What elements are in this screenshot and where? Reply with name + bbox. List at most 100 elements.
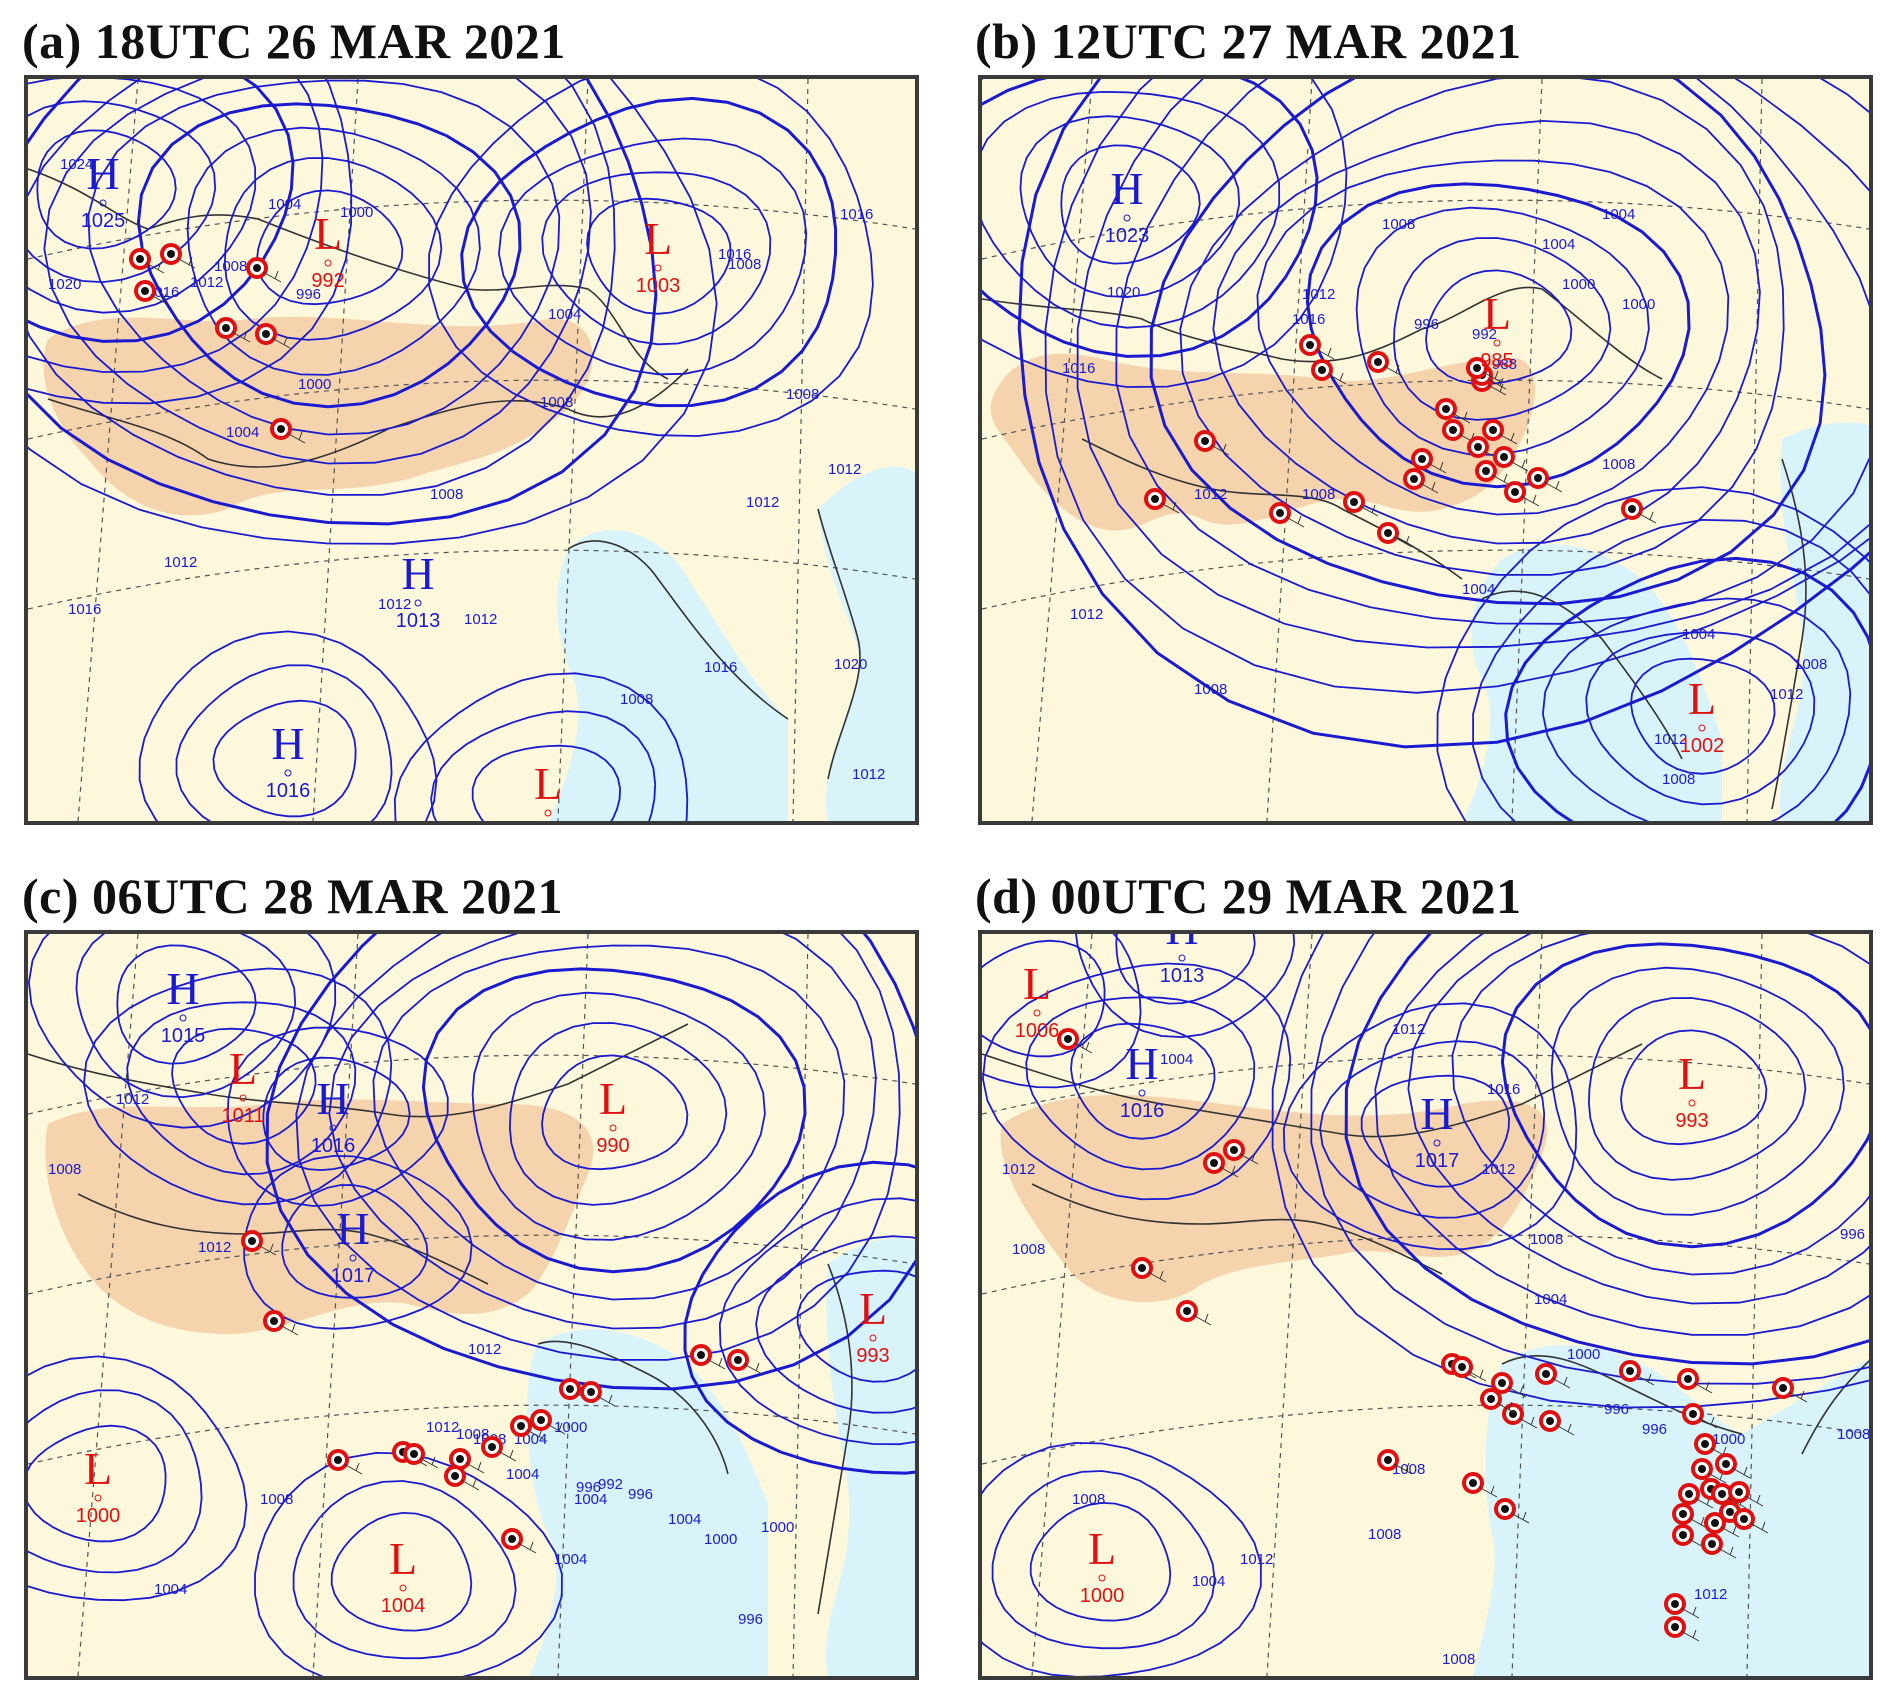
- isobar-line: [1271, 934, 1869, 1409]
- center-marker: [1698, 724, 1706, 732]
- wind-barb: [517, 1541, 537, 1554]
- isobar-line: [460, 96, 838, 408]
- station-dot: [248, 1237, 256, 1245]
- station-dot: [1418, 455, 1426, 463]
- isobar-label: 1004: [226, 424, 259, 441]
- isobar-label: 1004: [1462, 581, 1495, 598]
- isobar-label: 1012: [198, 1239, 231, 1256]
- isobar-line: [28, 79, 718, 545]
- isobar-line: [28, 1424, 167, 1543]
- observation-stations: [241, 1230, 763, 1554]
- station-dot: [262, 330, 270, 338]
- dust-region: [990, 353, 1536, 531]
- station-dot: [1679, 1531, 1687, 1539]
- isobar-label: 1012: [116, 1091, 149, 1108]
- isobar-label: 1008: [1794, 656, 1827, 673]
- station-dot: [277, 425, 285, 433]
- isobar-line: [28, 100, 217, 284]
- longitude-line: [77, 79, 139, 821]
- low-pressure-symbol: L: [1088, 1523, 1116, 1574]
- wind-barb: [1219, 1165, 1239, 1178]
- wind-barb: [1419, 481, 1439, 494]
- isobar-label: 1004: [548, 306, 581, 323]
- isobar-label: 1020: [1107, 284, 1140, 301]
- map-canvas: 1020 1016 1016 1012 1008 1004 1000 996 992 988 100…: [982, 79, 1869, 821]
- isobar-label: 1008: [1392, 1461, 1425, 1478]
- station-dot: [141, 287, 149, 295]
- isobar-line: [265, 934, 915, 1391]
- isobar-label: 1008: [540, 394, 573, 411]
- center-pressure-value: 1010: [526, 820, 571, 821]
- center-marker: [1433, 1139, 1441, 1147]
- wind-barb: [706, 1357, 726, 1370]
- high-pressure-symbol: H: [336, 1203, 369, 1254]
- dust-region: [43, 316, 593, 516]
- isobar-line: [262, 1056, 411, 1172]
- isobar-line: [1076, 79, 1869, 649]
- isobar-label: 1020: [48, 276, 81, 293]
- center-marker: [869, 1334, 877, 1342]
- isobar-label: 996: [1604, 1401, 1629, 1418]
- latitude-line: [982, 199, 1869, 260]
- isobar-line: [372, 944, 846, 1301]
- coastline: [1031, 1183, 1443, 1275]
- sea-area: [1472, 1345, 1869, 1676]
- weather-map-b: 1020 1016 1016 1012 1008 1004 1000 996 992 988 100…: [978, 75, 1873, 825]
- wind-barb: [176, 256, 196, 269]
- isobar-label: 1016: [840, 206, 873, 223]
- isobar-line: [1319, 1040, 1546, 1219]
- isobar-line: [982, 962, 1292, 1201]
- isobar-label: 996: [1642, 1421, 1667, 1438]
- isobar-label: 992: [598, 1476, 623, 1493]
- isobar-label: 1012: [1694, 1586, 1727, 1603]
- low-pressure-symbol: L: [644, 213, 672, 264]
- center-pressure-value: 1003: [636, 275, 681, 297]
- isobar-line: [1436, 486, 1869, 821]
- isobar-label: 1008: [1530, 1231, 1563, 1248]
- isobar-label: 1008: [1602, 456, 1635, 473]
- isobar-label: 1012: [828, 461, 861, 478]
- longitude-line: [792, 79, 809, 821]
- wind-barb: [1693, 1381, 1713, 1394]
- isobar-line: [1360, 1074, 1511, 1188]
- wind-barb: [262, 270, 282, 283]
- isobar-label: 1008: [1072, 1491, 1105, 1508]
- coastline: [1501, 1355, 1743, 1435]
- isobar-label: 1004: [268, 196, 301, 213]
- sea-area: [549, 466, 915, 821]
- station-dot: [270, 1317, 278, 1325]
- isobar-line: [28, 79, 353, 405]
- center-marker: [399, 1584, 407, 1592]
- latitude-line: [28, 199, 915, 260]
- station-dot: [1230, 1146, 1238, 1154]
- station-dot: [537, 1416, 545, 1424]
- isobar-line: [1585, 631, 1816, 806]
- wind-barb: [1496, 1401, 1516, 1414]
- isobar-label: 1012: [468, 1341, 501, 1358]
- wind-barb: [1192, 1313, 1212, 1326]
- longitude-line: [1746, 934, 1763, 1676]
- isobar-label: 1008: [48, 1161, 81, 1178]
- pressure-centers: H 1023 L 985 L 1002: [1105, 163, 1725, 757]
- isobar-label: 1012: [1302, 286, 1335, 303]
- latitude-line: [982, 1404, 1869, 1465]
- isobar-line: [471, 744, 622, 821]
- latitude-line: [28, 1404, 915, 1465]
- isobar-label: 1008: [1837, 1426, 1869, 1443]
- wind-barb: [1731, 1466, 1751, 1479]
- isobar-line: [982, 90, 1281, 329]
- isobar-labels: 1020 1016 1016 1012 1008 1004 1000 996 992 988 100…: [1062, 206, 1827, 788]
- wind-barb: [1467, 1369, 1487, 1382]
- isobar-line: [1025, 996, 1256, 1171]
- station-dot: [1473, 364, 1481, 372]
- wind-barb: [1680, 1606, 1700, 1619]
- wind-barb: [150, 293, 170, 306]
- isobar-label: 1012: [1002, 1161, 1035, 1178]
- isobar-label: 996: [738, 1611, 763, 1628]
- weather-map-a: 1024 1020 1016 1012 1008 1004 1000 996 1000 1004 1…: [24, 75, 919, 825]
- station-dot: [1718, 1490, 1726, 1498]
- center-marker: [544, 809, 552, 817]
- station-dot: [1685, 1490, 1693, 1498]
- isobar-line: [36, 129, 177, 250]
- isobar-line: [292, 1480, 517, 1660]
